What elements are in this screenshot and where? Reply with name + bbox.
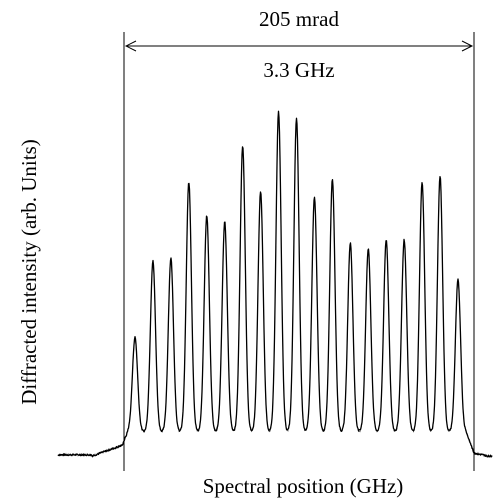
spectrum-trace — [57, 110, 493, 458]
span-bottom-label: 3.3 GHz — [263, 58, 334, 82]
x-axis-label: Spectral position (GHz) — [203, 474, 404, 498]
span-arrow-right-head — [461, 40, 474, 52]
peak-markers — [134, 111, 460, 339]
span-arrow-left-head — [124, 40, 137, 52]
span-top-label: 205 mrad — [259, 7, 339, 31]
spectrum-trace-overlay — [57, 116, 493, 458]
y-axis-label: Diffracted intensity (arb. Units) — [17, 139, 41, 405]
